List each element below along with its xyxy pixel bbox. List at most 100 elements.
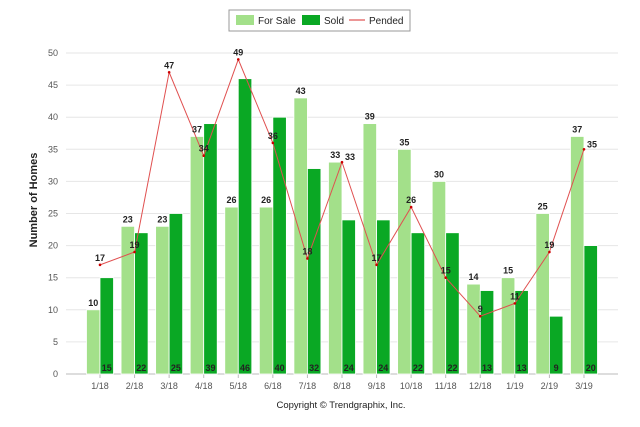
x-tick-label: 3/19 (575, 381, 593, 391)
pended-point (444, 276, 448, 280)
sold-label: 22 (136, 363, 146, 373)
pended-point (478, 314, 482, 318)
pended-point (306, 257, 309, 260)
sold-bar (272, 116, 287, 375)
y-tick-label: 25 (48, 209, 58, 219)
for-sale-bar (258, 206, 274, 375)
pended-point (375, 263, 378, 267)
pended-label: 33 (345, 152, 355, 162)
y-tick-label: 45 (48, 80, 58, 90)
for-sale-label: 37 (572, 124, 582, 134)
sold-bar (479, 290, 495, 375)
pended-label: 49 (233, 47, 243, 57)
x-tick-label: 3/18 (160, 381, 178, 391)
y-tick-label: 20 (48, 241, 58, 251)
sold-bar (307, 168, 322, 375)
legend-label-sold: Sold (324, 16, 344, 27)
for-sale-label: 10 (88, 298, 98, 308)
sold-label: 24 (378, 363, 388, 373)
for-sale-bar (466, 283, 481, 375)
pended-point (340, 160, 344, 164)
sold-label: 13 (517, 363, 527, 373)
copyright: Copyright © Trendgraphix, Inc. (277, 400, 406, 411)
for-sale-bar (86, 309, 101, 375)
pended-point (202, 154, 206, 158)
pended-label: 19 (544, 240, 554, 250)
for-sale-bar (224, 206, 239, 375)
x-tick-label: 7/18 (299, 381, 317, 391)
x-tick-label: 4/18 (195, 381, 213, 391)
y-tick-label: 50 (48, 48, 58, 58)
legend-swatch-sold (302, 15, 320, 25)
y-tick-label: 30 (48, 176, 58, 186)
pended-label: 47 (164, 60, 174, 70)
y-tick-label: 0 (53, 369, 58, 379)
x-tick-label: 2/19 (541, 381, 559, 391)
x-tick-label: 5/18 (230, 381, 248, 391)
sold-bar (168, 213, 184, 375)
x-tick-label: 1/19 (506, 381, 524, 391)
sold-bar (445, 232, 460, 375)
pended-point (167, 70, 171, 74)
sold-label: 25 (171, 363, 181, 373)
sold-label: 40 (275, 363, 285, 373)
pended-point (271, 141, 275, 145)
y-tick-label: 15 (48, 273, 58, 283)
pended-label: 9 (478, 304, 483, 314)
legend-swatch-for-sale (236, 15, 254, 25)
legend: For Sale Sold Pended (228, 9, 411, 32)
legend-label-pended: Pended (369, 16, 403, 27)
sold-bar (203, 123, 218, 375)
sold-bar (514, 290, 529, 375)
for-sale-bar (535, 213, 550, 375)
for-sale-label: 26 (227, 195, 237, 205)
y-tick-label: 10 (48, 305, 58, 315)
for-sale-label: 15 (503, 266, 513, 276)
pended-label: 19 (130, 240, 140, 250)
for-sale-bar (189, 136, 205, 375)
pended-label: 18 (302, 246, 312, 256)
for-sale-bar (570, 136, 585, 375)
sold-bar (341, 219, 356, 375)
sold-label: 46 (240, 363, 250, 373)
x-tick-label: 8/18 (333, 381, 351, 391)
sold-label: 22 (447, 363, 457, 373)
y-axis-label: Number of Homes (28, 153, 40, 248)
pended-label: 35 (587, 139, 597, 149)
for-sale-label: 33 (330, 150, 340, 160)
sold-bar (410, 232, 426, 375)
x-tick-label: 2/18 (126, 381, 144, 391)
x-tick-label: 9/18 (368, 381, 386, 391)
for-sale-label: 39 (365, 112, 375, 122)
pended-point (236, 58, 240, 61)
pended-point (133, 250, 136, 254)
x-tick-label: 1/18 (91, 381, 109, 391)
x-tick-label: 6/18 (264, 381, 282, 391)
for-sale-bar (397, 148, 412, 375)
x-tick-label: 10/18 (400, 381, 423, 391)
sold-label: 32 (309, 363, 319, 373)
sold-label: 15 (102, 363, 112, 373)
pended-label: 17 (372, 253, 382, 263)
legend-label-for-sale: For Sale (258, 16, 296, 27)
pended-label: 17 (95, 253, 105, 263)
for-sale-bar (431, 180, 447, 375)
for-sale-label: 25 (538, 202, 548, 212)
pended-label: 11 (510, 291, 520, 301)
for-sale-label: 43 (296, 86, 306, 96)
y-tick-label: 35 (48, 144, 58, 154)
for-sale-label: 35 (399, 137, 409, 147)
sold-bar (237, 78, 253, 375)
for-sale-label: 26 (261, 195, 271, 205)
pended-label: 26 (406, 195, 416, 205)
for-sale-label: 30 (434, 169, 444, 179)
sold-bar (99, 277, 114, 375)
pended-label: 36 (268, 131, 278, 141)
for-sale-label: 14 (469, 272, 479, 282)
sold-label: 24 (344, 363, 354, 373)
sold-label: 39 (205, 363, 215, 373)
pended-point (409, 205, 413, 209)
pended-label: 34 (199, 144, 209, 154)
pended-point (582, 148, 586, 151)
